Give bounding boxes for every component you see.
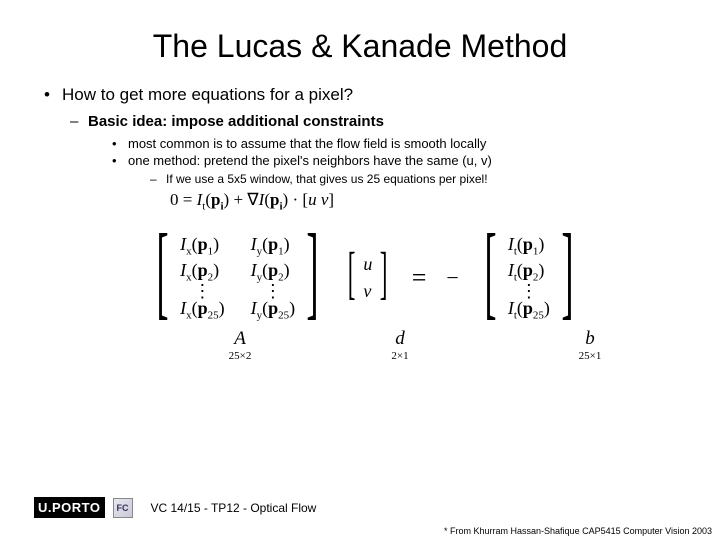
bullet-question: How to get more equations for a pixel? [40,85,690,105]
attribution-text: * From Khurram Hassan-Shafique CAP5415 C… [444,526,712,536]
matrix-equation: [ Ix(p1) Iy(p1) Ix(p2) Iy(p2) ⋮ ⋮ Ix(p25… [40,230,690,326]
content-area: How to get more equations for a pixel? B… [0,85,720,362]
fc-logo-icon: FC [113,498,133,518]
vector-b: [ It(p1) It(p2) ⋮ It(p25) ] [473,230,585,326]
bullet-window: If we use a 5x5 window, that gives us 25… [150,172,690,186]
uporto-logo: U.PORTO FC [34,497,133,518]
footer-text: VC 14/15 - TP12 - Optical Flow [151,501,317,515]
minus-sign: − [444,265,460,291]
equation-scalar: 0 = It(pi) + ∇I(pi) · [u v] [170,190,690,212]
bullet-basic-idea: Basic idea: impose additional constraint… [70,113,690,130]
matrix-A: [ Ix(p1) Iy(p1) Ix(p2) Iy(p2) ⋮ ⋮ Ix(p25… [145,230,330,326]
bullet-smooth: most common is to assume that the flow f… [112,136,690,151]
vector-d: [ u v ] [342,250,394,306]
slide-title: The Lucas & Kanade Method [0,0,720,85]
slide-footer: U.PORTO FC VC 14/15 - TP12 - Optical Flo… [0,497,720,518]
bullet-neighbors: one method: pretend the pixel's neighbor… [112,153,690,168]
matrix-labels: A 25×2 d 2×1 b 25×1 [40,328,690,362]
equals-sign: = [406,263,433,293]
